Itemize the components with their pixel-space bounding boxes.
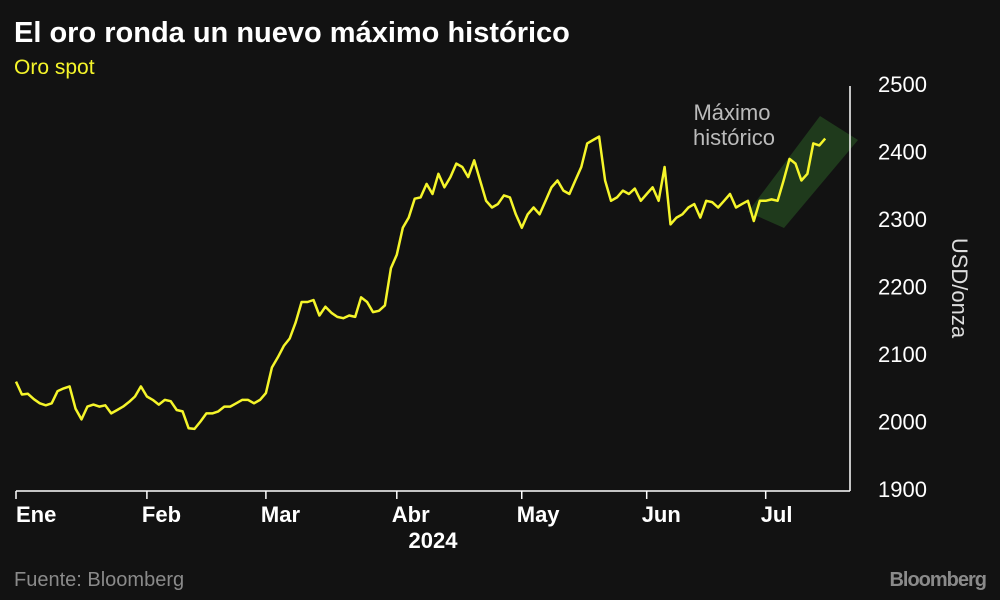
x-tick-label: Feb xyxy=(142,502,181,527)
brand: Bloomberg xyxy=(889,569,986,591)
y-tick-label: 2200 xyxy=(878,274,927,299)
y-tick-label: 2500 xyxy=(878,72,927,97)
y-axis-label: USD/onza xyxy=(947,238,972,339)
y-tick-label: 2300 xyxy=(878,207,927,232)
price-line xyxy=(14,135,827,431)
y-tick-label: 2100 xyxy=(878,342,927,367)
y-tick-label: 2400 xyxy=(878,139,927,164)
x-tick-label: May xyxy=(517,502,561,527)
year-label: 2024 xyxy=(409,528,459,553)
x-tick-label: Jun xyxy=(642,502,681,527)
x-tick-label: Jul xyxy=(761,502,793,527)
x-tick-label: Mar xyxy=(261,502,301,527)
x-tick-label: Ene xyxy=(16,502,56,527)
x-tick-label: Abr xyxy=(392,502,430,527)
annotation: Máximo xyxy=(693,100,770,125)
chart-subtitle: Oro spot xyxy=(14,56,95,79)
source: Fuente: Bloomberg xyxy=(14,569,184,591)
y-tick-label: 2000 xyxy=(878,409,927,434)
annotation: histórico xyxy=(693,125,775,150)
chart-title: El oro ronda un nuevo máximo histórico xyxy=(14,17,570,49)
y-tick-label: 1900 xyxy=(878,477,927,502)
